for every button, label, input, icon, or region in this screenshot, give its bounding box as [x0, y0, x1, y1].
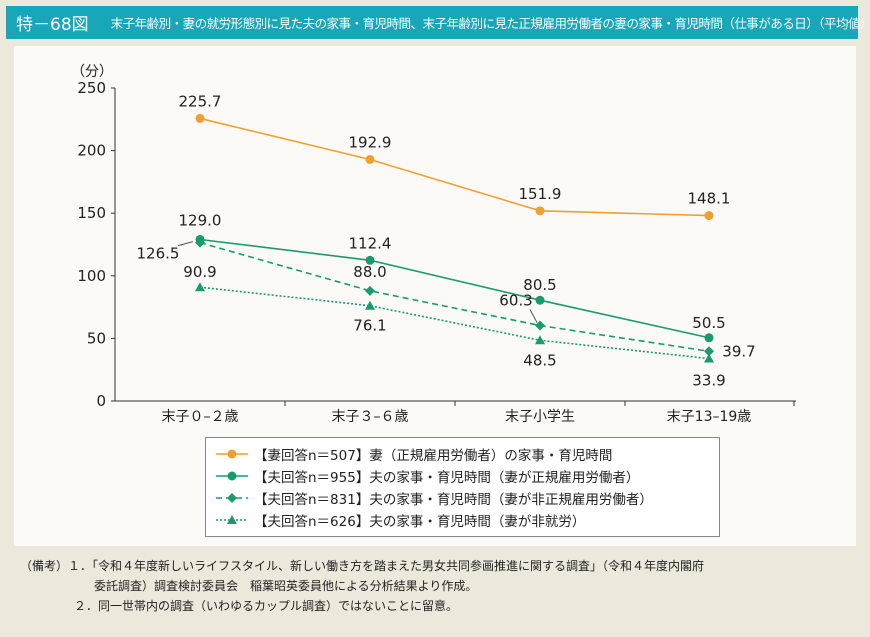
x-tick-label: 末子13–19歳	[667, 409, 752, 425]
legend-item: 【夫回答n＝831】夫の家事・育児時間（妻が非正規雇用労働者）	[214, 487, 719, 509]
y-axis-label: （分）	[71, 64, 113, 80]
x-tick-label: 末子小学生	[505, 409, 575, 425]
legend-swatch	[216, 449, 248, 459]
data-point	[704, 333, 714, 343]
series-line-4	[199, 286, 710, 360]
legend-label: 【夫回答n＝955】夫の家事・育児時間（妻が正規雇用労働者）	[254, 470, 640, 486]
data-label: 148.1	[688, 190, 731, 208]
leader-line	[529, 309, 538, 323]
data-point	[195, 237, 205, 248]
data-label: 90.9	[183, 263, 216, 281]
note-2: ２．同一世帯内の調査（いわゆるカップル調査）ではないことに留意。	[74, 599, 459, 613]
legend-label: 【夫回答n＝626】夫の家事・育児時間（妻が非就労）	[254, 514, 586, 530]
data-label: 50.5	[692, 314, 725, 332]
note-1-cont: 委託調査）調査検討委員会 稲葉昭英委員他による分析結果より作成。	[94, 579, 478, 593]
notes: （備考）１．「令和４年度新しいライフスタイル、新しい働き方を踏まえた男女共同参画…	[20, 556, 704, 616]
data-label: 192.9	[349, 133, 392, 151]
legend: 【妻回答n＝507】妻（正規雇用労働者）の家事・育児時間【夫回答n＝955】夫の…	[205, 437, 720, 537]
legend-swatch	[216, 471, 248, 481]
y-tick-label: 250	[77, 79, 106, 97]
y-tick-label: 0	[96, 392, 106, 410]
data-point	[195, 113, 205, 123]
legend-swatch	[216, 515, 248, 524]
data-label: 76.1	[353, 317, 386, 335]
x-tick-label: 末子３–６歳	[332, 409, 409, 425]
data-label: 126.5	[137, 245, 180, 263]
legend-marker	[227, 471, 237, 481]
x-tick-label: 末子０–２歳	[162, 409, 239, 425]
figure-number: 特－68図	[16, 15, 89, 35]
data-point	[535, 320, 545, 331]
data-label: 88.0	[353, 263, 386, 281]
data-label: 39.7	[722, 342, 755, 360]
data-label: 60.3	[499, 292, 532, 310]
data-point	[704, 346, 714, 357]
data-point	[365, 154, 375, 164]
legend-label: 【夫回答n＝831】夫の家事・育児時間（妻が非正規雇用労働者）	[254, 492, 653, 508]
y-tick-label: 100	[77, 267, 106, 285]
data-point	[365, 255, 375, 265]
data-label: 48.5	[523, 351, 556, 369]
legend-swatch	[216, 493, 248, 503]
series-line-1	[199, 117, 710, 217]
data-point	[704, 353, 714, 363]
leader-line	[177, 241, 194, 247]
y-tick-label: 150	[77, 204, 106, 222]
data-label: 151.9	[519, 185, 562, 203]
note-1: （備考）１．「令和４年度新しいライフスタイル、新しい働き方を踏まえた男女共同参画…	[20, 559, 705, 573]
data-point	[365, 300, 375, 310]
data-label: 225.7	[179, 92, 222, 110]
data-point	[535, 206, 545, 216]
legend-item: 【妻回答n＝507】妻（正規雇用労働者）の家事・育児時間	[214, 443, 719, 465]
legend-marker	[227, 493, 237, 503]
data-label: 129.0	[179, 211, 222, 229]
y-tick-label: 50	[87, 329, 106, 347]
legend-item: 【夫回答n＝955】夫の家事・育児時間（妻が正規雇用労働者）	[214, 465, 719, 487]
data-point	[195, 282, 205, 292]
legend-label: 【妻回答n＝507】妻（正規雇用労働者）の家事・育児時間	[254, 448, 613, 464]
legend-marker	[227, 449, 237, 459]
data-label: 80.5	[523, 276, 556, 294]
data-point	[365, 285, 375, 296]
data-label: 112.4	[349, 234, 392, 252]
y-tick-label: 200	[77, 142, 106, 160]
series-line-3	[199, 241, 710, 353]
legend-marker	[227, 515, 237, 524]
data-point	[704, 211, 714, 221]
legend-item: 【夫回答n＝626】夫の家事・育児時間（妻が非就労）	[214, 509, 719, 531]
data-point	[535, 295, 545, 305]
figure-title: 末子年齢別・妻の就労形態別に見た夫の家事・育児時間、末子年齢別に見た正規雇用労働…	[110, 16, 870, 31]
series-line-2	[199, 238, 710, 339]
data-label: 33.9	[692, 372, 725, 390]
data-point	[535, 335, 545, 345]
title-bar: 特－68図 末子年齢別・妻の就労形態別に見た夫の家事・育児時間、末子年齢別に見た…	[6, 6, 870, 39]
